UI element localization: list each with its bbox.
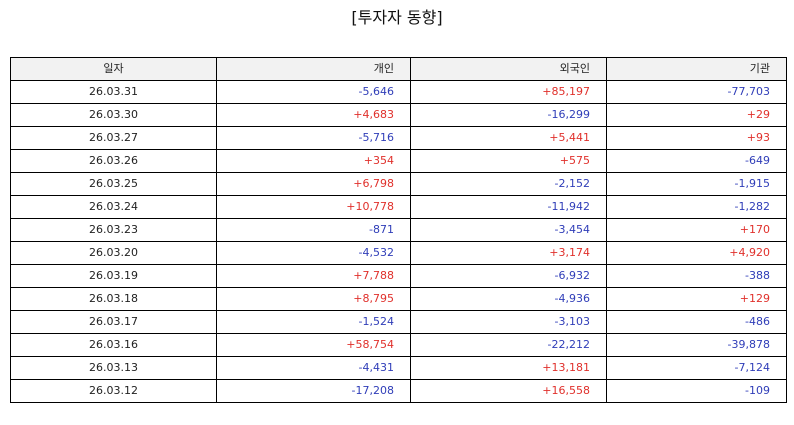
cell-individual: -1,524: [216, 310, 411, 334]
table-row: 26.03.24 +10,778 -11,942 -1,282: [10, 195, 787, 219]
cell-institution: -1,915: [606, 172, 787, 196]
cell-foreign: +16,558: [410, 379, 607, 403]
cell-date: 26.03.25: [10, 172, 217, 196]
cell-foreign: +3,174: [410, 241, 607, 265]
cell-foreign: -22,212: [410, 333, 607, 357]
cell-foreign: +5,441: [410, 126, 607, 150]
cell-date: 26.03.26: [10, 149, 217, 173]
cell-institution: -486: [606, 310, 787, 334]
cell-date: 26.03.18: [10, 287, 217, 311]
cell-date: 26.03.31: [10, 80, 217, 104]
cell-individual: +7,788: [216, 264, 411, 288]
cell-individual: -5,646: [216, 80, 411, 104]
cell-individual: +8,795: [216, 287, 411, 311]
cell-individual: +4,683: [216, 103, 411, 127]
table-row: 26.03.26 +354 +575 -649: [10, 149, 787, 173]
column-header-date: 일자: [10, 57, 217, 81]
table-row: 26.03.31 -5,646 +85,197 -77,703: [10, 80, 787, 104]
cell-foreign: +85,197: [410, 80, 607, 104]
cell-institution: -7,124: [606, 356, 787, 380]
cell-foreign: -16,299: [410, 103, 607, 127]
investor-trend-table: 일자 개인 외국인 기관 26.03.31 -5,646 +85,197 -77,70…: [10, 57, 787, 403]
cell-date: 26.03.16: [10, 333, 217, 357]
cell-institution: -388: [606, 264, 787, 288]
cell-date: 26.03.23: [10, 218, 217, 242]
table-header: 일자 개인 외국인 기관: [10, 57, 787, 81]
table-row: 26.03.19 +7,788 -6,932 -388: [10, 264, 787, 288]
cell-date: 26.03.19: [10, 264, 217, 288]
cell-institution: +29: [606, 103, 787, 127]
table-row: 26.03.27 -5,716 +5,441 +93: [10, 126, 787, 150]
cell-institution: +4,920: [606, 241, 787, 265]
cell-date: 26.03.12: [10, 379, 217, 403]
table-row: 26.03.16 +58,754 -22,212 -39,878: [10, 333, 787, 357]
cell-date: 26.03.20: [10, 241, 217, 265]
column-header-foreign: 외국인: [410, 57, 607, 81]
cell-individual: +354: [216, 149, 411, 173]
cell-foreign: -3,454: [410, 218, 607, 242]
cell-date: 26.03.24: [10, 195, 217, 219]
cell-foreign: +13,181: [410, 356, 607, 380]
cell-individual: -5,716: [216, 126, 411, 150]
table-row: 26.03.20 -4,532 +3,174 +4,920: [10, 241, 787, 265]
cell-foreign: -3,103: [410, 310, 607, 334]
table-row: 26.03.18 +8,795 -4,936 +129: [10, 287, 787, 311]
cell-individual: -17,208: [216, 379, 411, 403]
cell-individual: +6,798: [216, 172, 411, 196]
cell-foreign: -4,936: [410, 287, 607, 311]
cell-foreign: -11,942: [410, 195, 607, 219]
cell-date: 26.03.27: [10, 126, 217, 150]
column-header-individual: 개인: [216, 57, 411, 81]
cell-individual: -4,431: [216, 356, 411, 380]
cell-institution: -109: [606, 379, 787, 403]
table-row: 26.03.17 -1,524 -3,103 -486: [10, 310, 787, 334]
cell-institution: +93: [606, 126, 787, 150]
cell-individual: -871: [216, 218, 411, 242]
table-row: 26.03.30 +4,683 -16,299 +29: [10, 103, 787, 127]
cell-date: 26.03.17: [10, 310, 217, 334]
cell-individual: +10,778: [216, 195, 411, 219]
cell-date: 26.03.13: [10, 356, 217, 380]
cell-institution: +170: [606, 218, 787, 242]
table-row: 26.03.25 +6,798 -2,152 -1,915: [10, 172, 787, 196]
cell-foreign: -6,932: [410, 264, 607, 288]
cell-individual: +58,754: [216, 333, 411, 357]
table-row: 26.03.12 -17,208 +16,558 -109: [10, 379, 787, 403]
cell-individual: -4,532: [216, 241, 411, 265]
cell-foreign: +575: [410, 149, 607, 173]
cell-institution: -649: [606, 149, 787, 173]
table-row: 26.03.13 -4,431 +13,181 -7,124: [10, 356, 787, 380]
cell-institution: -77,703: [606, 80, 787, 104]
table-row: 26.03.23 -871 -3,454 +170: [10, 218, 787, 242]
table-body: 26.03.31 -5,646 +85,197 -77,703 26.03.30 +4,6…: [10, 80, 787, 403]
column-header-institution: 기관: [606, 57, 787, 81]
cell-institution: -39,878: [606, 333, 787, 357]
cell-date: 26.03.30: [10, 103, 217, 127]
cell-institution: +129: [606, 287, 787, 311]
cell-foreign: -2,152: [410, 172, 607, 196]
table-header-row: 일자 개인 외국인 기관: [10, 57, 787, 81]
cell-institution: -1,282: [606, 195, 787, 219]
page-title: [투자자 동향]: [351, 8, 443, 27]
